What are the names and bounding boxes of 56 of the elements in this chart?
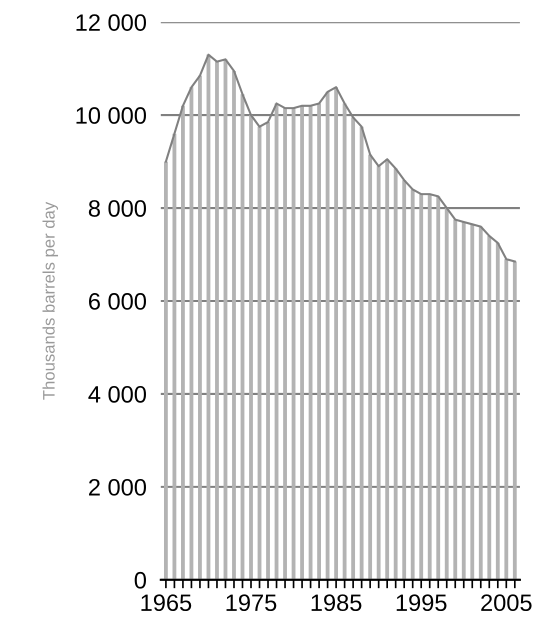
- x-tick-label: 2005: [481, 594, 532, 612]
- bar: [470, 224, 474, 580]
- bar: [512, 261, 517, 580]
- bar: [478, 226, 483, 580]
- y-tick-label: 8 000: [88, 200, 146, 217]
- bar: [504, 259, 508, 580]
- y-tick-label: 12 000: [76, 14, 146, 31]
- x-tick-label: 1985: [312, 594, 362, 612]
- y-tick-label: 6 000: [89, 293, 146, 310]
- y-tick-label: 0: [134, 572, 146, 589]
- bar: [462, 222, 466, 580]
- bar: [172, 134, 176, 580]
- y-tick-label: 4 000: [88, 386, 146, 403]
- bar: [326, 92, 330, 580]
- bar: [274, 103, 278, 580]
- bar: [300, 106, 304, 580]
- bar: [206, 54, 210, 580]
- line-series: [164, 54, 516, 263]
- bar: [224, 59, 228, 580]
- y-tick-label: 2 000: [89, 478, 146, 496]
- y-axis-title: Thousands barrels per day: [42, 202, 58, 400]
- bar: [487, 236, 492, 580]
- bar: [376, 166, 381, 580]
- bar: [164, 162, 168, 580]
- bar: [368, 154, 372, 580]
- bar: [198, 76, 202, 580]
- bar: [181, 106, 185, 580]
- bar: [351, 117, 356, 580]
- bar: [360, 126, 364, 580]
- y-tick-label: 10 000: [76, 107, 146, 124]
- x-tick-label: 1965: [141, 594, 192, 612]
- x-tick-label: 1975: [226, 594, 276, 612]
- bar: [428, 194, 432, 580]
- bar: [232, 70, 236, 580]
- bar: [402, 180, 406, 580]
- bar: [385, 159, 390, 580]
- bar: [496, 242, 500, 580]
- bar: [453, 220, 458, 580]
- bar: [215, 62, 219, 580]
- bar: [444, 208, 449, 580]
- bar: [258, 126, 262, 580]
- bar: [436, 196, 440, 580]
- bar: [249, 115, 253, 580]
- x-tick-label: 1995: [396, 594, 446, 612]
- bar: [240, 94, 244, 580]
- bar: [410, 189, 415, 580]
- bar: [394, 168, 398, 580]
- bar: [317, 103, 321, 580]
- bar: [342, 103, 347, 580]
- bar: [266, 122, 270, 580]
- bar: [308, 106, 312, 580]
- bar: [292, 108, 296, 580]
- bar: [190, 87, 194, 580]
- bar: [419, 194, 424, 580]
- bar: [283, 108, 287, 580]
- bar: [334, 87, 338, 580]
